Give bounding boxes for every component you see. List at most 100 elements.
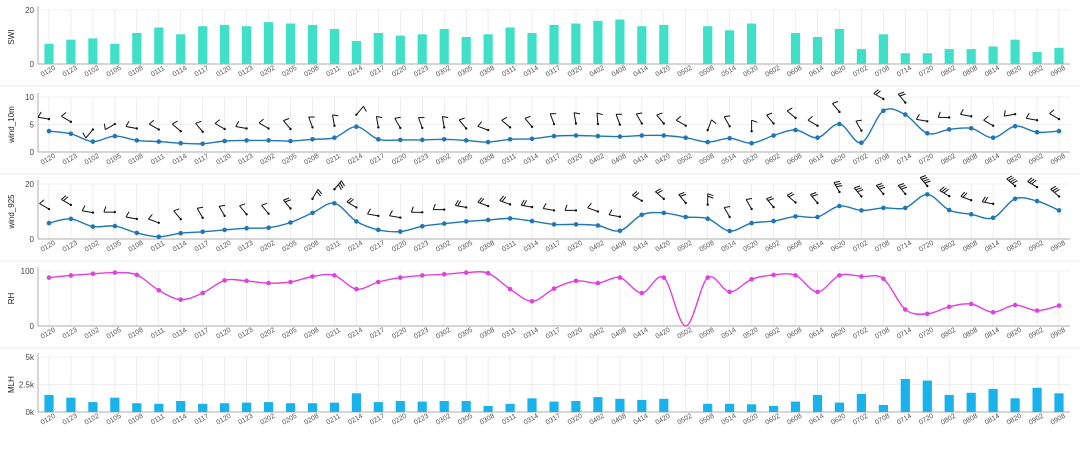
wind-barb-origin <box>311 126 313 128</box>
x-tick-label: 0820 <box>1006 153 1023 167</box>
wind-barb-origin <box>289 207 291 209</box>
wind-barb-origin <box>772 122 774 124</box>
wind-barb-staff <box>197 208 202 218</box>
wind-barb-feather <box>126 212 129 217</box>
wind-barb-feather <box>459 118 465 120</box>
data-point <box>771 273 776 278</box>
x-tick-label: 0311 <box>501 240 518 254</box>
data-point <box>771 219 776 224</box>
wind-barb-staff <box>478 126 488 130</box>
data-point <box>222 228 227 233</box>
x-tick-label: 0620 <box>830 240 847 254</box>
x-tick-label: 0408 <box>611 65 628 79</box>
data-point <box>398 275 403 280</box>
x-tick-label: 0314 <box>523 327 540 341</box>
x-tick-label: 0414 <box>633 327 650 341</box>
x-tick-label: 0205 <box>281 65 298 79</box>
bar <box>352 393 361 412</box>
x-tick-label: 0702 <box>852 240 869 254</box>
bar <box>88 38 97 64</box>
data-point <box>574 133 579 138</box>
wind-barb-staff <box>82 211 93 213</box>
x-tick-label: 0402 <box>589 240 606 254</box>
wind-barb-staff <box>708 120 712 130</box>
bar <box>923 53 932 64</box>
data-point <box>178 231 183 236</box>
wind-barb-feather <box>390 211 393 216</box>
x-tick-label: 0223 <box>413 240 430 254</box>
x-tick-label: 0302 <box>435 65 452 79</box>
y-axis-label: SWI <box>7 29 16 44</box>
x-tick-label: 0908 <box>1050 153 1067 167</box>
bar <box>396 36 405 64</box>
wind-barb-origin <box>794 117 796 119</box>
x-tick-label: 0317 <box>545 413 562 427</box>
x-tick-label: 0814 <box>984 65 1001 79</box>
data-point <box>574 222 579 227</box>
data-point <box>354 124 359 129</box>
x-tick-label: 0317 <box>545 65 562 79</box>
x-tick-label: 0223 <box>413 327 430 341</box>
wind-barb-feather <box>900 94 906 96</box>
x-tick-label: 0620 <box>830 413 847 427</box>
wind-barb-staff <box>390 216 401 218</box>
wind-barb-feather <box>395 117 401 118</box>
bar <box>835 403 844 412</box>
x-tick-label: 0614 <box>808 327 825 341</box>
wind-barb-feather <box>1050 110 1055 114</box>
wind-barb-staff <box>574 113 576 124</box>
x-tick-label: 0802 <box>940 153 957 167</box>
x-tick-label: 0305 <box>457 327 474 341</box>
wind-barb-origin <box>289 128 291 130</box>
bar <box>308 403 317 412</box>
wind-barb-staff <box>832 104 839 112</box>
wind-barb-origin <box>970 115 972 117</box>
wind-barb-staff <box>86 130 93 138</box>
data-point <box>266 138 271 143</box>
wind-barb-feather <box>126 121 129 126</box>
x-tick-label: 0908 <box>1050 240 1067 254</box>
y-axis-label: MLH <box>7 376 16 393</box>
x-tick-label: 0702 <box>852 153 869 167</box>
x-tick-label: 0102 <box>84 327 101 341</box>
data-point <box>157 235 162 240</box>
x-tick-label: 0614 <box>808 240 825 254</box>
wind-barb-origin <box>421 211 423 213</box>
bar <box>264 402 273 412</box>
wind-barb-staff <box>940 191 950 197</box>
bar <box>198 26 207 64</box>
data-point <box>530 299 535 304</box>
data-point <box>837 273 842 278</box>
bar <box>703 26 712 64</box>
wind-barb-origin <box>926 185 928 187</box>
data-point <box>354 287 359 292</box>
data-point <box>69 132 74 137</box>
bar <box>176 34 185 64</box>
x-tick-label: 0508 <box>698 65 715 79</box>
data-point <box>618 134 623 139</box>
x-tick-label: 0123 <box>237 65 254 79</box>
data-point <box>793 214 798 219</box>
data-point <box>244 279 249 284</box>
bar <box>88 402 97 412</box>
wind-barb-feather <box>767 197 773 199</box>
y-tick-label: 100 <box>21 267 35 276</box>
wind-barb-feather <box>938 112 940 118</box>
x-tick-label: 0114 <box>172 413 189 427</box>
data-point <box>420 138 425 143</box>
x-tick-label: 0802 <box>940 240 957 254</box>
x-tick-label: 0420 <box>655 240 672 254</box>
x-tick-label: 0602 <box>764 65 781 79</box>
data-point <box>859 140 864 145</box>
x-tick-label: 0123 <box>62 327 79 341</box>
wind-barb-staff <box>1004 114 1015 116</box>
wind-barb-origin <box>531 206 533 208</box>
bar <box>176 401 185 412</box>
bar <box>527 33 536 64</box>
data-point <box>135 273 140 278</box>
wind-barb-feather <box>262 203 268 205</box>
x-tick-label: 0720 <box>918 65 935 79</box>
x-tick-label: 0402 <box>589 413 606 427</box>
